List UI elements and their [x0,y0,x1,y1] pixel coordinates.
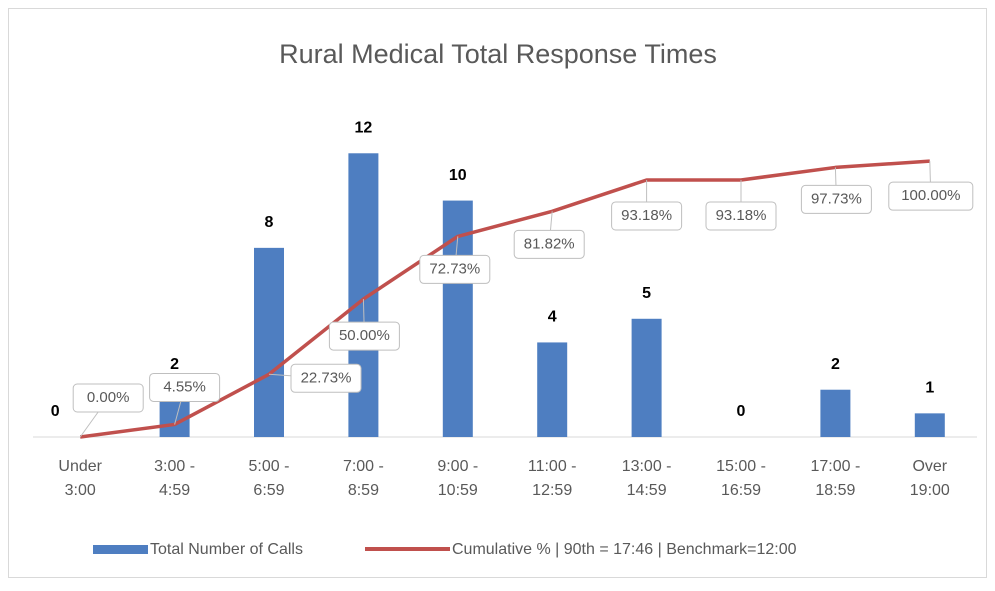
x-tick-label: 7:00 - [343,458,384,475]
bar-value-label: 12 [355,120,373,137]
bar [631,318,662,437]
legend-label: Total Number of Calls [150,541,303,558]
x-tick-label: 10:59 [438,482,478,499]
x-tick-label: 15:00 - [716,458,766,475]
x-tick-label: 16:59 [721,482,761,499]
x-tick-label: Over [912,458,947,475]
bar-value-label: 1 [925,380,934,397]
bar [820,389,851,437]
callout-box [72,383,144,413]
callout-box [290,363,362,393]
callout-box [149,372,221,402]
x-tick-label: 8:59 [348,482,379,499]
bar-value-label: 10 [449,167,467,184]
callout-box [611,201,683,231]
callout-box [705,201,777,231]
x-tick-label: 3:00 [65,482,96,499]
legend-swatch [93,545,148,554]
x-tick-label: 12:59 [532,482,572,499]
line-value-label: 0.00% [87,389,130,406]
bar-value-label: 2 [170,356,179,373]
cumulative-line [79,159,930,439]
x-tick-label: 11:00 - [528,458,577,475]
x-tick-label: 6:59 [253,482,284,499]
callout-box [513,229,585,259]
bar-value-label: 0 [737,403,746,420]
line-value-label: 93.18% [716,207,767,224]
callout-box [328,321,400,351]
x-tick-label: 13:00 - [622,458,672,475]
callout-box [888,181,974,211]
x-tick-label: 4:59 [159,482,190,499]
bar-value-label: 2 [831,356,840,373]
line-value-label: 72.73% [429,260,480,277]
bar [537,342,568,437]
x-tick-label: 3:00 - [154,458,195,475]
x-tick-label: 14:59 [627,482,667,499]
line-value-label: 93.18% [621,207,672,224]
line-value-label: 50.00% [339,327,390,344]
line-value-label: 4.55% [163,378,206,395]
bar-value-label: 4 [548,309,557,326]
bar-value-label: 8 [265,214,274,231]
line-value-label: 100.00% [901,187,960,204]
line-value-label: 97.73% [811,190,862,207]
x-tick-label: 18:59 [815,482,855,499]
line-value-label: 22.73% [301,369,352,386]
x-tick-label: 17:00 - [810,458,860,475]
x-tick-label: 19:00 [910,482,950,499]
line-value-label: 81.82% [524,235,575,252]
bar-value-label: 0 [51,403,60,420]
bar [348,153,379,438]
bar [254,247,284,437]
callout-box [419,254,491,284]
chart-border [8,8,987,578]
x-tick-label: 9:00 - [437,458,478,475]
bar-value-label: 5 [642,285,651,302]
chart-title: Rural Medical Total Response Times [279,39,717,69]
bar [914,413,945,437]
x-tick-label: 5:00 - [249,458,290,475]
legend-label: Cumulative % | 90th = 17:46 | Benchmark=… [452,541,797,558]
callout-box [800,184,872,214]
x-tick-label: Under [58,458,102,475]
